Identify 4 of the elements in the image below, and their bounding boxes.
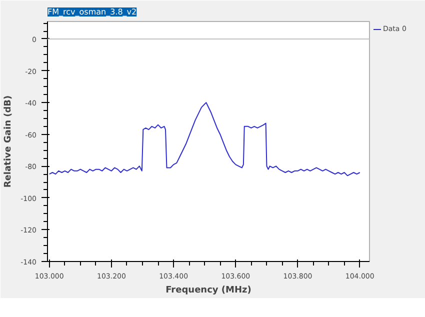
- chart-title: FM_rcv_osman_3.8_v2: [48, 8, 137, 16]
- x-axis-title: Frequency (MHz): [166, 286, 252, 296]
- line-series: [48, 102, 360, 176]
- y-axis-title: Relative Gain (dB): [4, 95, 14, 188]
